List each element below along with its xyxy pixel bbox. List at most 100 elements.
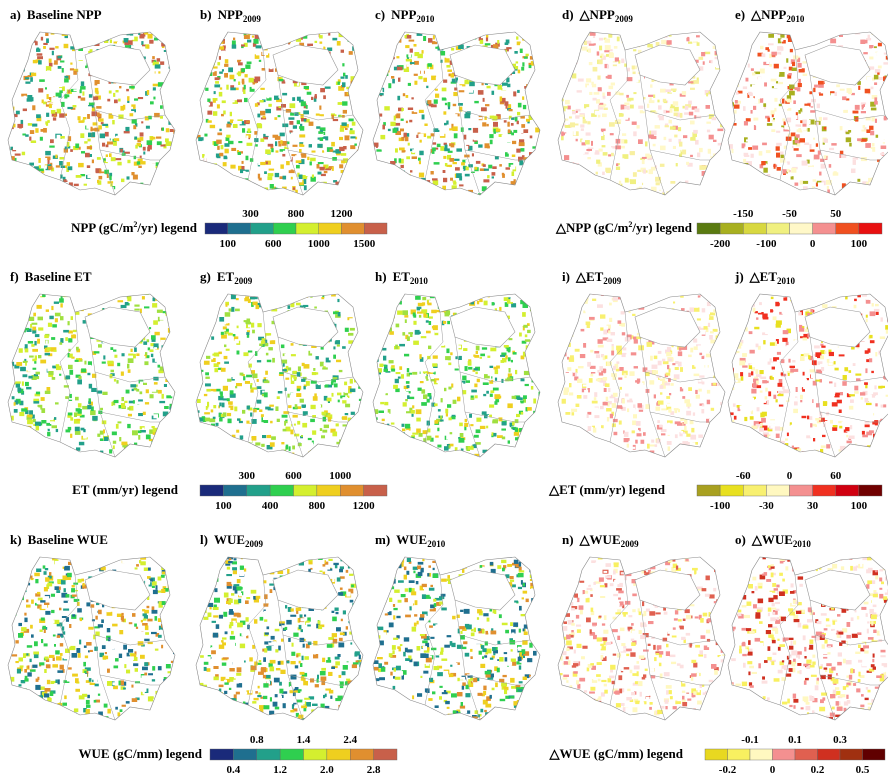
pixel bbox=[706, 49, 710, 51]
pixel bbox=[884, 187, 887, 190]
pixel bbox=[398, 77, 400, 82]
pixel bbox=[814, 85, 818, 88]
pixel bbox=[228, 419, 232, 424]
pixel bbox=[33, 388, 36, 391]
pixel bbox=[158, 409, 162, 412]
pixel bbox=[16, 394, 21, 398]
pixel bbox=[320, 114, 324, 116]
pixel bbox=[67, 107, 72, 109]
pixel bbox=[350, 136, 355, 138]
pixel bbox=[271, 148, 274, 152]
pixel bbox=[428, 63, 432, 67]
pixel bbox=[14, 458, 18, 462]
pixel bbox=[408, 108, 413, 111]
pixel bbox=[81, 151, 85, 153]
pixel bbox=[33, 313, 36, 317]
pixel bbox=[606, 129, 610, 132]
pixel bbox=[751, 174, 756, 176]
pixel bbox=[280, 433, 285, 437]
pixel bbox=[363, 143, 367, 147]
pixel bbox=[213, 158, 217, 161]
pixel bbox=[128, 354, 133, 356]
pixel bbox=[570, 172, 573, 176]
pixel bbox=[252, 387, 257, 389]
pixel bbox=[246, 450, 249, 453]
pixel bbox=[243, 376, 245, 380]
pixel bbox=[116, 90, 119, 92]
pixel bbox=[521, 124, 525, 128]
pixel bbox=[666, 111, 670, 113]
pixel bbox=[229, 154, 235, 158]
pixel bbox=[810, 149, 815, 151]
pixel bbox=[364, 110, 367, 113]
pixel bbox=[212, 311, 216, 315]
pixel bbox=[68, 365, 73, 369]
pixel bbox=[748, 147, 752, 150]
pixel bbox=[87, 405, 91, 410]
pixel bbox=[352, 46, 358, 51]
pixel bbox=[202, 325, 206, 329]
pixel bbox=[304, 185, 307, 190]
pixel bbox=[772, 114, 774, 117]
pixel bbox=[360, 188, 363, 191]
pixel bbox=[248, 195, 253, 199]
pixel bbox=[78, 116, 81, 120]
pixel bbox=[158, 455, 163, 458]
pixel bbox=[252, 330, 255, 334]
pixel bbox=[168, 185, 173, 189]
pixel bbox=[512, 141, 516, 144]
pixel bbox=[625, 178, 629, 183]
pixel bbox=[332, 132, 335, 135]
pixel bbox=[198, 120, 200, 123]
panel-title: g)ET2009 bbox=[200, 269, 253, 286]
pixel bbox=[141, 46, 146, 49]
pixel bbox=[363, 380, 368, 383]
pixel bbox=[205, 383, 211, 386]
pixel bbox=[638, 76, 644, 80]
pixel bbox=[339, 164, 343, 168]
pixel bbox=[787, 169, 790, 173]
pixel bbox=[401, 156, 405, 159]
pixel bbox=[792, 39, 797, 41]
pixel bbox=[835, 92, 838, 96]
pixel bbox=[793, 100, 796, 104]
pixel bbox=[170, 300, 175, 302]
pixel bbox=[205, 53, 210, 56]
pixel bbox=[28, 156, 31, 160]
pixel bbox=[683, 86, 687, 90]
pixel bbox=[163, 296, 166, 299]
pixel bbox=[410, 177, 416, 181]
pixel bbox=[216, 140, 222, 144]
pixel bbox=[857, 179, 860, 182]
pixel bbox=[9, 90, 13, 94]
pixel bbox=[138, 97, 143, 99]
pixel bbox=[89, 94, 92, 98]
pixel bbox=[753, 118, 758, 121]
map-panel bbox=[373, 30, 546, 201]
pixel bbox=[29, 410, 33, 414]
pixel bbox=[393, 37, 398, 39]
pixel bbox=[397, 67, 403, 71]
pixel bbox=[304, 364, 310, 369]
pixel bbox=[109, 32, 114, 34]
pixel bbox=[12, 304, 17, 307]
pixel bbox=[880, 168, 883, 171]
pixel bbox=[53, 185, 59, 187]
pixel bbox=[134, 137, 137, 140]
pixel bbox=[768, 195, 771, 198]
pixel bbox=[170, 97, 174, 100]
pixel bbox=[11, 437, 13, 441]
pixel bbox=[354, 444, 359, 448]
pixel bbox=[240, 37, 244, 40]
panel-letter: b) bbox=[200, 7, 212, 22]
pixel bbox=[296, 303, 301, 306]
pixel bbox=[219, 92, 223, 97]
pixel bbox=[459, 85, 462, 87]
pixel bbox=[389, 41, 395, 46]
pixel bbox=[78, 42, 84, 45]
pixel bbox=[311, 381, 317, 384]
pixel bbox=[742, 58, 744, 62]
pixel bbox=[685, 194, 688, 197]
pixel bbox=[223, 412, 227, 416]
pixel bbox=[883, 160, 887, 164]
